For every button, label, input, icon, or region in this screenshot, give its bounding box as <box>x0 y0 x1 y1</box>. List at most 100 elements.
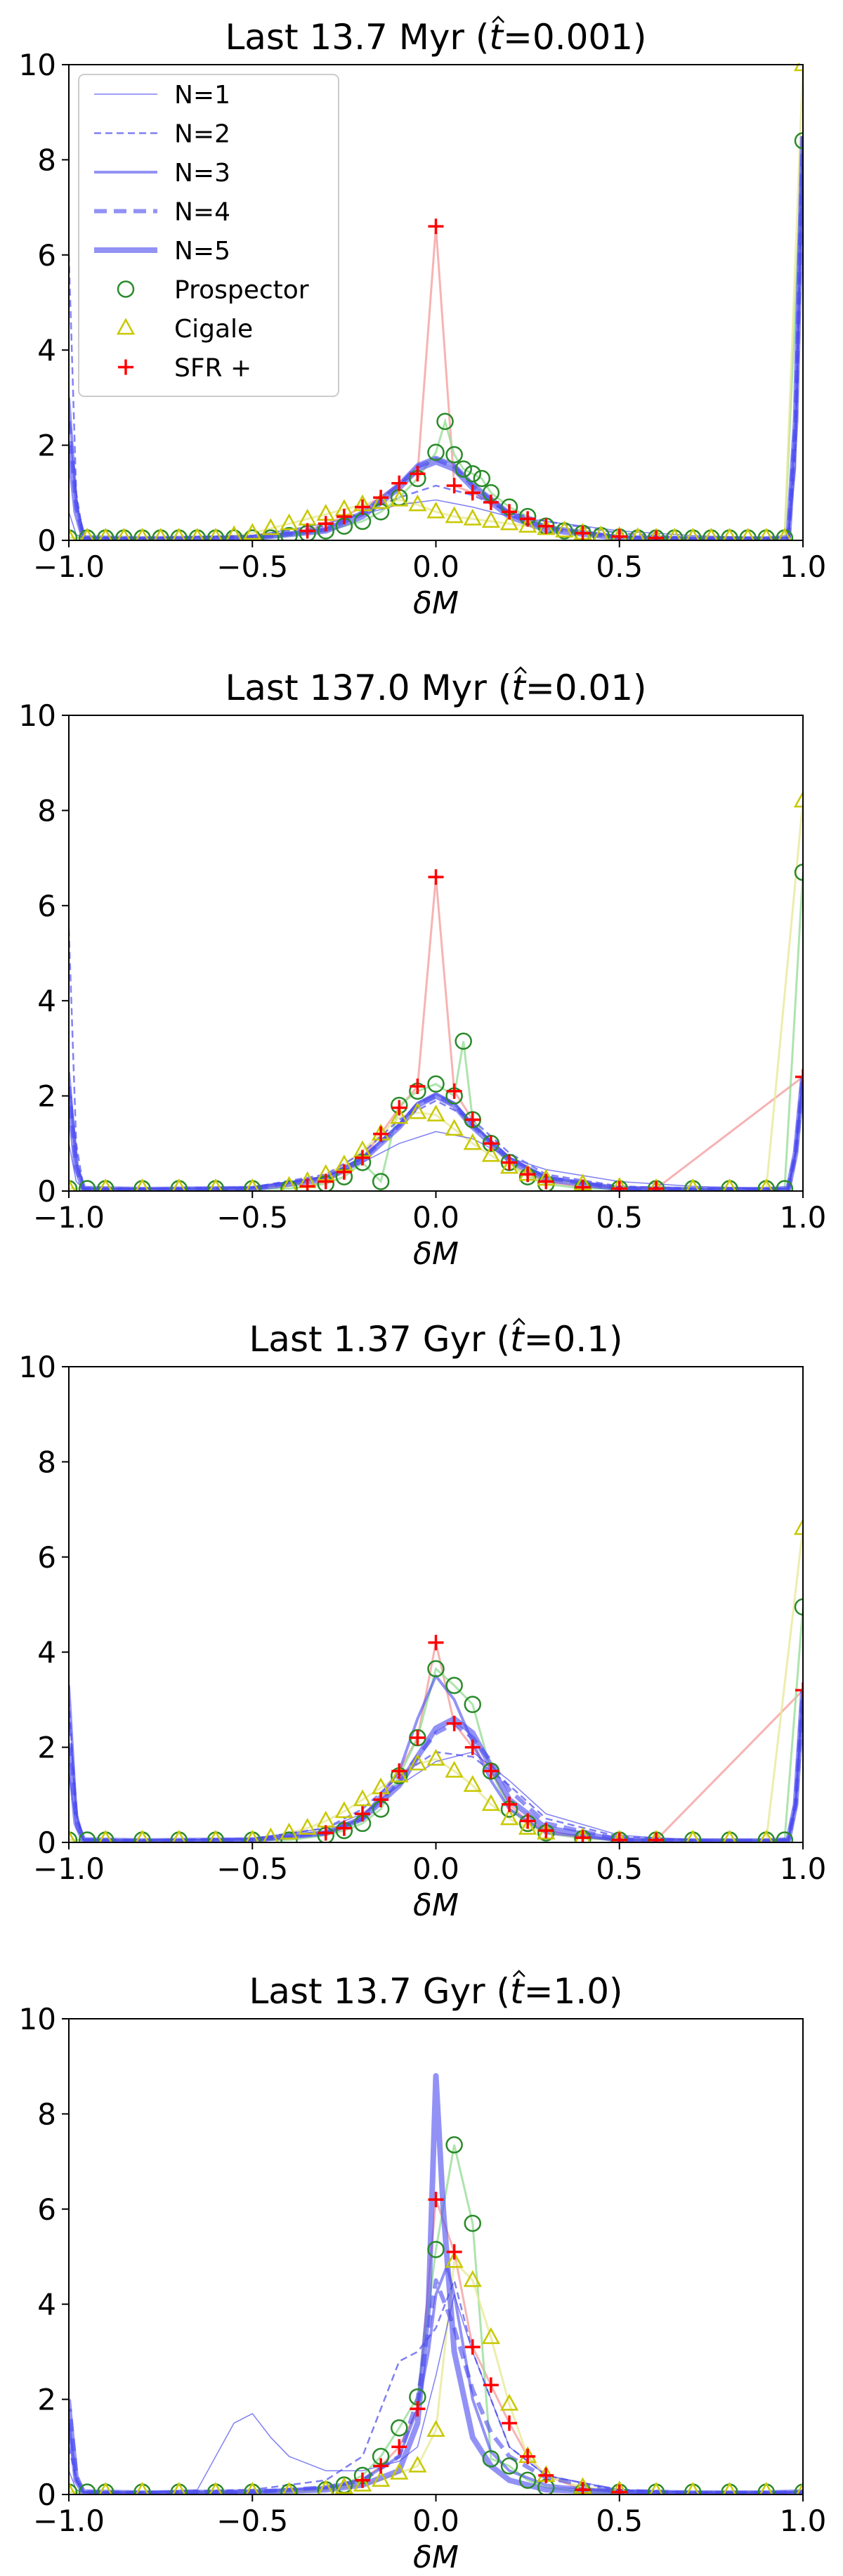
cigale-point <box>463 1775 482 1793</box>
cigale-point <box>759 1178 773 1191</box>
cigale-point <box>445 1760 464 1778</box>
legend-label: SFR + <box>174 354 251 383</box>
x-tick-label: 1.0 <box>780 2504 827 2538</box>
prospector-point <box>445 1677 463 1694</box>
cigale-point <box>611 2480 627 2494</box>
cigale-point <box>390 489 409 507</box>
cigale-point <box>171 2482 186 2494</box>
chart-title: Last 1.37 Gyr (t=0.1) <box>249 1319 622 1360</box>
prospector-point <box>455 1032 472 1050</box>
x-axis-label: δM <box>413 2539 459 2575</box>
prospector-point <box>518 2471 537 2489</box>
prospector-point <box>445 445 463 464</box>
legend-label: N=1 <box>174 81 230 110</box>
cigale-point <box>740 528 755 540</box>
sfr-point <box>648 530 664 540</box>
prospector-point <box>391 2419 408 2437</box>
cigale-point <box>190 528 204 540</box>
cigale-point <box>171 528 186 540</box>
cigale-point <box>555 520 574 538</box>
legend-item: Cigale <box>116 315 253 344</box>
cigale-point <box>686 528 700 540</box>
cigale-point <box>499 513 519 531</box>
plot-area <box>69 715 803 1191</box>
sfr-point <box>538 2467 554 2483</box>
prospector-point <box>464 2214 481 2232</box>
cigale-point <box>612 1830 627 1842</box>
prospector-point <box>69 1180 78 1191</box>
cigale-point <box>334 2477 353 2494</box>
prospector-point <box>794 1598 803 1616</box>
series-line-n-5 <box>69 1076 803 1191</box>
cigale-point <box>135 528 150 540</box>
prospector-point <box>455 460 472 478</box>
chart-panel-3: −1.0 −0.5 0.0 0.5 1.0 0 2 4 6 8 10 δM Last 1.37 Gyr … <box>19 1318 826 1923</box>
sfr-point <box>502 2415 517 2431</box>
y-tick-label: 10 <box>19 698 56 733</box>
x-tick-label: 1.0 <box>780 1200 827 1235</box>
sfr-point <box>538 518 554 534</box>
y-tick-label: 6 <box>37 889 56 923</box>
sfr-point <box>575 2482 591 2494</box>
prospector-point <box>473 469 491 488</box>
prospector-point <box>794 864 803 881</box>
cigale-point <box>298 1818 317 1835</box>
cigale-point <box>426 2420 445 2437</box>
prospector-point <box>280 1831 298 1842</box>
sfr-point <box>538 1823 554 1839</box>
sfr-point <box>318 516 334 532</box>
legend-label: N=3 <box>174 159 230 188</box>
cigale-point <box>426 1748 445 1766</box>
cigale-point <box>98 2482 113 2494</box>
cigale-point <box>759 528 773 540</box>
x-axis-label: δM <box>413 585 459 621</box>
sfr-point <box>373 2458 389 2474</box>
prospector-point <box>464 1696 481 1713</box>
cigale-point <box>463 1133 482 1150</box>
cigale-point <box>243 523 262 540</box>
cigale-point <box>280 1176 298 1191</box>
cigale-point <box>209 2482 223 2494</box>
y-tick-label: 6 <box>37 2192 56 2227</box>
cigale-point <box>793 1518 803 1535</box>
plot-area <box>69 1367 803 1842</box>
cigale-point <box>686 2482 700 2494</box>
x-tick-label: 0.5 <box>596 1852 643 1886</box>
legend-label: Prospector <box>174 276 309 305</box>
cigale-point <box>69 1830 76 1842</box>
cigale-point <box>372 2470 391 2487</box>
cigale-point <box>481 2327 500 2344</box>
cigale-point <box>499 1157 519 1174</box>
legend-triangle-marker <box>116 318 136 335</box>
cigale-point <box>245 2482 260 2494</box>
y-tick-label: 8 <box>37 143 56 177</box>
legend-label: Cigale <box>174 315 253 344</box>
sfr-point <box>795 1682 803 1698</box>
sfr-point <box>483 494 499 510</box>
prospector-point <box>69 529 78 540</box>
y-tick-label: 4 <box>37 984 56 1018</box>
hat-accent <box>512 1318 525 1325</box>
cigale-point <box>353 2474 372 2492</box>
cigale-point <box>408 2455 427 2473</box>
cigale-point <box>153 528 168 540</box>
prospector-point <box>78 1831 96 1842</box>
sfr-point <box>538 1173 554 1190</box>
cigale-point <box>722 528 737 540</box>
sfr-point <box>795 1069 803 1085</box>
y-tick-label: 2 <box>37 429 56 463</box>
sfr-point <box>336 1164 352 1180</box>
legend-label: N=5 <box>174 237 230 266</box>
y-tick-label: 10 <box>19 1350 56 1384</box>
sfr-point <box>611 2484 627 2494</box>
cigale-point <box>722 1178 737 1191</box>
sfr-point <box>355 1806 370 1822</box>
y-tick-label: 2 <box>37 1731 56 1765</box>
y-tick-label: 4 <box>37 333 56 367</box>
y-tick-label: 8 <box>37 2097 56 2131</box>
sfr-point <box>355 1150 370 1166</box>
sfr-point <box>428 1634 444 1651</box>
cigale-point <box>69 528 76 540</box>
cigale-point <box>280 1822 299 1840</box>
prospector-point <box>427 1075 445 1093</box>
